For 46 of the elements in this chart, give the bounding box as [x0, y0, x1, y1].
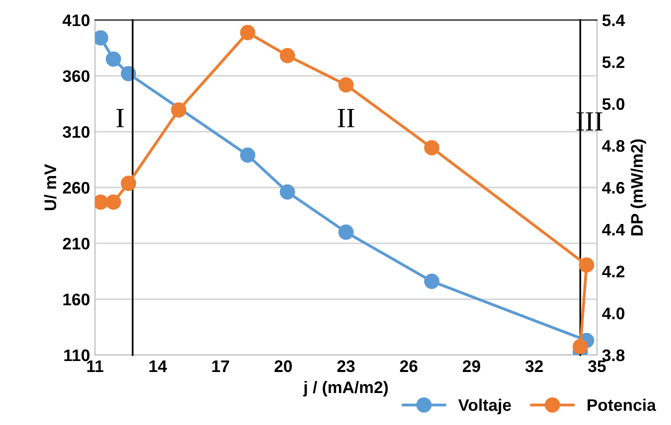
point — [280, 184, 296, 200]
y-axis-title: U/ mV — [44, 164, 56, 210]
x-tick-label: 14 — [150, 360, 167, 372]
point — [578, 257, 594, 273]
y-tick-label: 160 — [63, 294, 90, 306]
y-tick-label: 310 — [62, 126, 90, 138]
x-tick-label: 26 — [400, 360, 418, 372]
x-tick-label: 17 — [212, 360, 230, 372]
y-tick-label: 360 — [62, 70, 90, 82]
point — [106, 51, 122, 67]
y2-tick-label: 4.8 — [602, 140, 625, 152]
y2-tick-label: 4.0 — [602, 308, 624, 320]
x-tick-label: 29 — [462, 360, 480, 372]
y-tick-label: 210 — [62, 238, 90, 250]
annotation: II — [338, 108, 354, 128]
point — [240, 147, 256, 163]
y-tick-label: 110 — [64, 349, 90, 362]
y2-tick-label: 5.0 — [602, 98, 624, 110]
y-tick-label: 260 — [62, 182, 90, 194]
point — [338, 77, 354, 93]
point — [280, 48, 296, 64]
point — [106, 194, 122, 210]
y2-tick-label: 5.2 — [602, 56, 624, 68]
y2-tick-label: 5.4 — [602, 14, 625, 26]
x-tick-label: 11 — [87, 360, 104, 372]
y2-tick-label: 4.6 — [602, 182, 624, 194]
y-tick-label: 410 — [62, 14, 90, 26]
x-tick-label: 32 — [525, 360, 543, 372]
point — [572, 338, 588, 354]
legend-label: Potencia — [588, 398, 656, 411]
point — [424, 140, 440, 156]
point — [120, 176, 136, 191]
point — [171, 102, 186, 118]
x-tick-label: 35 — [588, 360, 606, 372]
x-axis-title: j / (mA/m2) — [303, 380, 388, 396]
x-tick-label: 20 — [274, 360, 292, 372]
point — [240, 24, 256, 40]
y2-axis-title: DP (mW/m2) — [630, 139, 646, 236]
point — [338, 224, 354, 240]
legend-label: Voltaje — [458, 398, 511, 414]
annotation: I — [116, 108, 124, 128]
x-tick-label: 23 — [337, 360, 355, 372]
y2-tick-label: 4.4 — [602, 224, 625, 236]
y2-tick-label: 4.2 — [602, 266, 624, 278]
y2-tick-label: 3.8 — [602, 349, 625, 362]
point — [424, 274, 440, 289]
